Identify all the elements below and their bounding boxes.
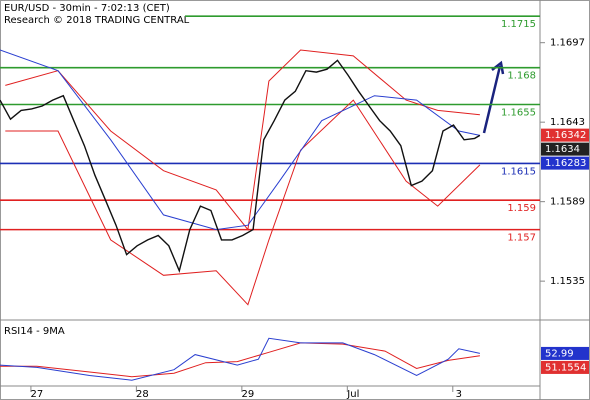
- price-tag: 1.16342: [541, 128, 589, 142]
- level-label: 1.168: [507, 71, 536, 82]
- price-tag-box: [541, 156, 589, 170]
- series-line: [5, 49, 480, 231]
- price-tag: 1.1634: [541, 142, 589, 156]
- series-line: [5, 99, 481, 306]
- x-tick-label: 28: [136, 389, 149, 400]
- y-tick-label: 1.1643: [550, 117, 585, 128]
- level-label: 1.1655: [501, 108, 536, 119]
- price-tag-box: [541, 346, 589, 360]
- chart-title: EUR/USD - 30min - 7:02:13 (CET): [4, 3, 170, 14]
- price-tag-label: 1.16283: [545, 158, 586, 169]
- y-tick-label: 1.1697: [550, 38, 585, 49]
- price-tag: 1.16283: [541, 156, 589, 170]
- x-tick-label: 29: [241, 389, 254, 400]
- chart-subtitle: Research © 2018 TRADING CENTRAL: [4, 15, 190, 26]
- price-tag: 52.99: [541, 346, 589, 360]
- price-tag-box: [541, 142, 589, 156]
- price-tag-label: 51.1554: [545, 362, 586, 373]
- y-tick-label: 1.1589: [550, 197, 585, 208]
- price-tag-box: [541, 128, 589, 142]
- price-tag-box: [541, 360, 589, 374]
- series-line: [0, 337, 481, 381]
- price-tag: 51.1554: [541, 360, 589, 374]
- series-line: [0, 49, 481, 231]
- x-tick-label: 3: [456, 389, 462, 400]
- x-tick-label: Jul: [346, 389, 359, 400]
- price-tag-label: 1.1634: [545, 144, 580, 155]
- y-tick-label: 1.1535: [550, 276, 585, 287]
- level-label: 1.1615: [501, 166, 536, 177]
- level-label: 1.1715: [501, 19, 536, 30]
- level-label: 1.159: [507, 203, 536, 214]
- series-line: [0, 342, 480, 378]
- forecast-arrow: [482, 60, 505, 134]
- level-label: 1.157: [507, 233, 536, 244]
- price-tag-label: 52.99: [545, 348, 574, 359]
- series-line: [0, 59, 481, 273]
- x-tick-label: 27: [31, 389, 44, 400]
- price-tag-label: 1.16342: [545, 130, 586, 141]
- rsi-title: RSI14 - 9MA: [4, 326, 65, 337]
